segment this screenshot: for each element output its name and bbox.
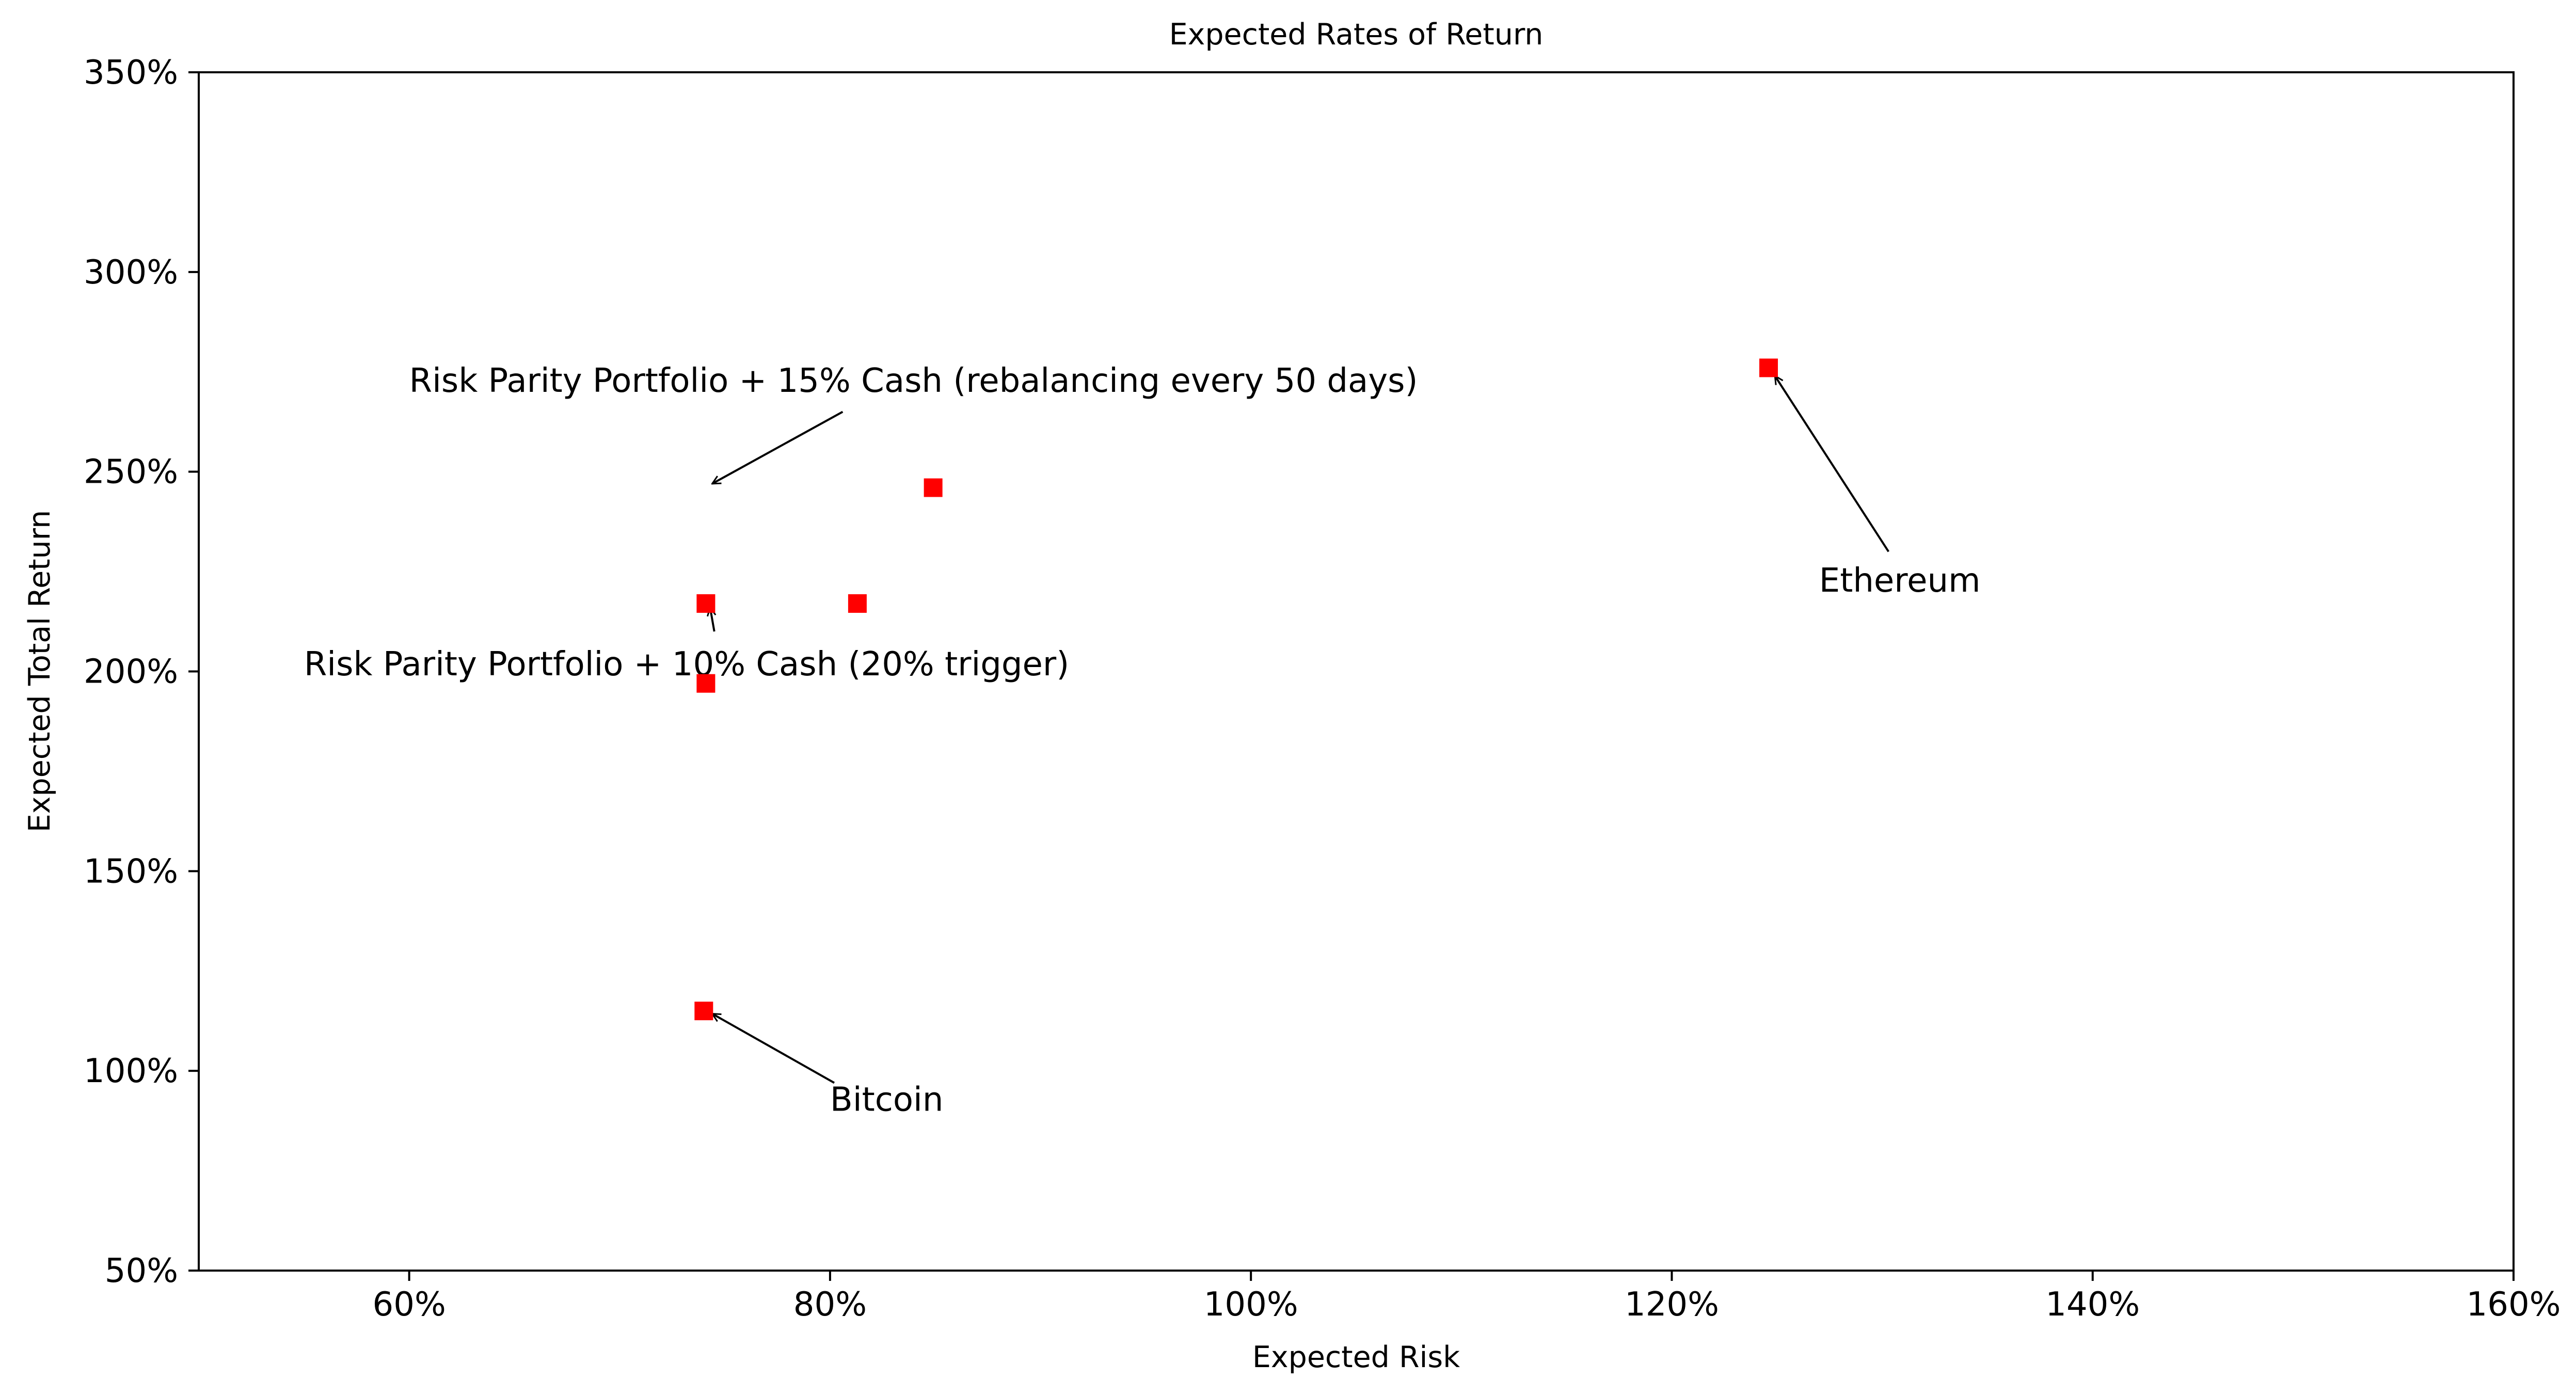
chart-title: Expected Rates of Return <box>1169 18 1544 52</box>
y-tick-label: 100% <box>84 1052 178 1090</box>
x-axis-ticks: 60% 80% 100% 120% 140% 160% <box>373 1271 2561 1324</box>
x-tick-label: 100% <box>1204 1286 1298 1324</box>
annotation-label: Ethereum <box>1819 562 1981 600</box>
data-point <box>848 594 867 613</box>
annotation-arrow <box>712 410 844 485</box>
x-axis-label: Expected Risk <box>1252 1340 1460 1374</box>
annotation-arrow <box>712 1012 835 1084</box>
x-tick-label: 160% <box>2467 1286 2561 1324</box>
plot-frame <box>198 71 2515 1272</box>
annotation-label: Risk Parity Portfolio + 15% Cash (rebala… <box>409 362 1418 400</box>
y-tick-label: 50% <box>105 1252 178 1290</box>
y-tick-label: 350% <box>84 54 178 92</box>
y-tick-label: 250% <box>84 453 178 492</box>
y-axis-label: Expected Total Return <box>23 510 57 832</box>
annotation-arrow <box>1775 376 1889 552</box>
x-tick-label: 140% <box>2045 1286 2140 1324</box>
data-point <box>696 674 715 693</box>
data-point <box>1759 358 1778 377</box>
annotation-label: Risk Parity Portfolio + 10% Cash (20% tr… <box>304 645 1069 684</box>
y-tick-label: 200% <box>84 653 178 691</box>
annotation-label: Bitcoin <box>830 1081 943 1119</box>
x-tick-label: 60% <box>373 1286 446 1324</box>
y-tick-label: 150% <box>84 852 178 891</box>
x-tick-label: 80% <box>793 1286 867 1324</box>
y-axis-ticks: 50% 100% 150% 200% 250% 300% 350% <box>84 54 199 1290</box>
annotations-layer: Risk Parity Portfolio + 15% Cash (rebala… <box>304 362 1981 1119</box>
data-point <box>696 594 715 613</box>
y-tick-label: 300% <box>84 253 178 292</box>
x-tick-label: 120% <box>1625 1286 1719 1324</box>
data-point <box>694 1002 713 1021</box>
points-layer <box>694 358 1778 1021</box>
data-point <box>924 478 943 497</box>
